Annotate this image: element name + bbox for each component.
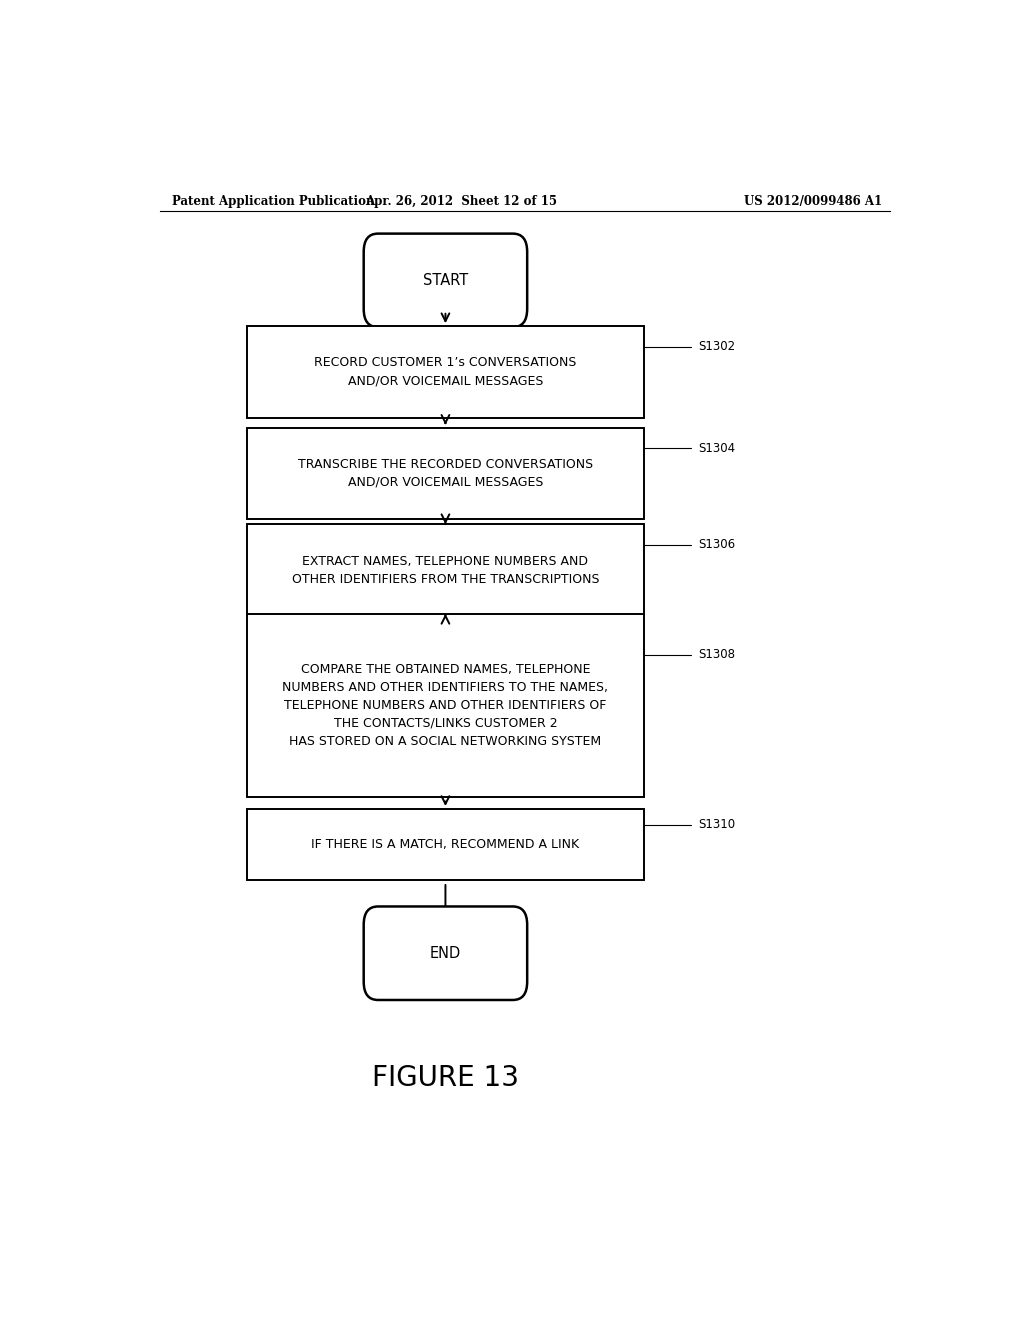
Text: S1302: S1302 xyxy=(697,341,735,354)
Text: S1310: S1310 xyxy=(697,818,735,832)
Text: TRANSCRIBE THE RECORDED CONVERSATIONS
AND/OR VOICEMAIL MESSAGES: TRANSCRIBE THE RECORDED CONVERSATIONS AN… xyxy=(298,458,593,488)
Text: US 2012/0099486 A1: US 2012/0099486 A1 xyxy=(743,194,882,207)
Text: FIGURE 13: FIGURE 13 xyxy=(372,1064,519,1092)
Text: EXTRACT NAMES, TELEPHONE NUMBERS AND
OTHER IDENTIFIERS FROM THE TRANSCRIPTIONS: EXTRACT NAMES, TELEPHONE NUMBERS AND OTH… xyxy=(292,554,599,586)
FancyBboxPatch shape xyxy=(364,234,527,327)
FancyBboxPatch shape xyxy=(247,428,644,519)
FancyBboxPatch shape xyxy=(364,907,527,1001)
FancyBboxPatch shape xyxy=(247,614,644,797)
Text: START: START xyxy=(423,273,468,288)
Text: S1308: S1308 xyxy=(697,648,735,661)
FancyBboxPatch shape xyxy=(247,326,644,417)
Text: Patent Application Publication: Patent Application Publication xyxy=(172,194,374,207)
Text: END: END xyxy=(430,945,461,961)
Text: Apr. 26, 2012  Sheet 12 of 15: Apr. 26, 2012 Sheet 12 of 15 xyxy=(366,194,557,207)
Text: IF THERE IS A MATCH, RECOMMEND A LINK: IF THERE IS A MATCH, RECOMMEND A LINK xyxy=(311,838,580,851)
Text: S1304: S1304 xyxy=(697,442,735,455)
FancyBboxPatch shape xyxy=(247,524,644,616)
FancyBboxPatch shape xyxy=(247,809,644,880)
Text: RECORD CUSTOMER 1’s CONVERSATIONS
AND/OR VOICEMAIL MESSAGES: RECORD CUSTOMER 1’s CONVERSATIONS AND/OR… xyxy=(314,356,577,387)
Text: S1306: S1306 xyxy=(697,539,735,552)
Text: COMPARE THE OBTAINED NAMES, TELEPHONE
NUMBERS AND OTHER IDENTIFIERS TO THE NAMES: COMPARE THE OBTAINED NAMES, TELEPHONE NU… xyxy=(283,663,608,747)
